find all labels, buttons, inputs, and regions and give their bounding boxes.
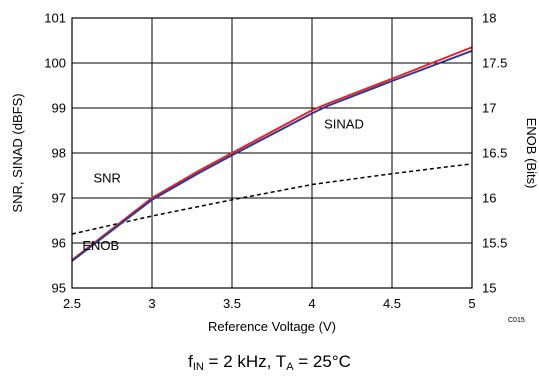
y-left-tick-label: 98 [52,146,66,161]
y-right-tick-label: 17.5 [482,56,507,71]
series-layer [71,46,473,262]
y-left-axis-title: SNR, SINAD (dBFS) [10,93,25,212]
y-left-tick-label: 100 [44,56,66,71]
caption-f: f [188,352,193,371]
series-line-enob [71,163,473,235]
y-right-tick-label: 15 [482,281,496,296]
caption-t-rest: = 25°C [293,352,351,371]
y-left-tick-label: 95 [52,281,66,296]
x-tick-label: 3.5 [223,296,241,311]
series-line-sinad [71,49,473,262]
x-tick-label: 4.5 [383,296,401,311]
y-right-tick-label: 17 [482,101,496,116]
annotations: SNR SINAD ENOB [82,116,363,253]
y-left-tick-labels: 95 96 97 98 99 100 101 [44,11,66,296]
y-right-tick-label: 18 [482,11,496,26]
y-left-tick-label: 101 [44,11,66,26]
annotation-enob: ENOB [82,238,119,253]
y-right-tick-labels: 15 15.5 16 16.5 17 17.5 18 [482,11,507,296]
plot-frame [71,17,473,289]
y-right-tick-label: 16.5 [482,146,507,161]
x-tick-label: 4 [308,296,315,311]
x-tick-label: 2.5 [63,296,81,311]
y-right-tick-label: 16 [482,191,496,206]
y-left-tick-label: 96 [52,236,66,251]
series-line-snr [71,46,473,261]
chart-caption: fIN = 2 kHz, TA = 25°C [0,352,539,373]
y-right-axis-title: ENOB (Bits) [524,118,539,189]
x-tick-label: 3 [148,296,155,311]
caption-f-rest: = 2 kHz, T [203,352,287,371]
y-right-tick-label: 15.5 [482,236,507,251]
x-tick-labels: 2.5 3 3.5 4 4.5 5 [63,296,476,311]
caption-f-subscript: IN [192,361,204,373]
annotation-snr: SNR [93,170,120,185]
chart: 2.5 3 3.5 4 4.5 5 95 96 97 98 99 100 101 15 15.5 16 16… [10,11,539,335]
x-tick-label: 5 [468,296,475,311]
caption-t-subscript: A [286,361,294,373]
y-left-tick-label: 99 [52,101,66,116]
y-left-tick-label: 97 [52,191,66,206]
chart-grid [71,17,473,289]
annotation-sinad: SINAD [324,116,364,131]
figure-code: C015 [508,317,525,324]
x-axis-title: Reference Voltage (V) [208,319,336,334]
